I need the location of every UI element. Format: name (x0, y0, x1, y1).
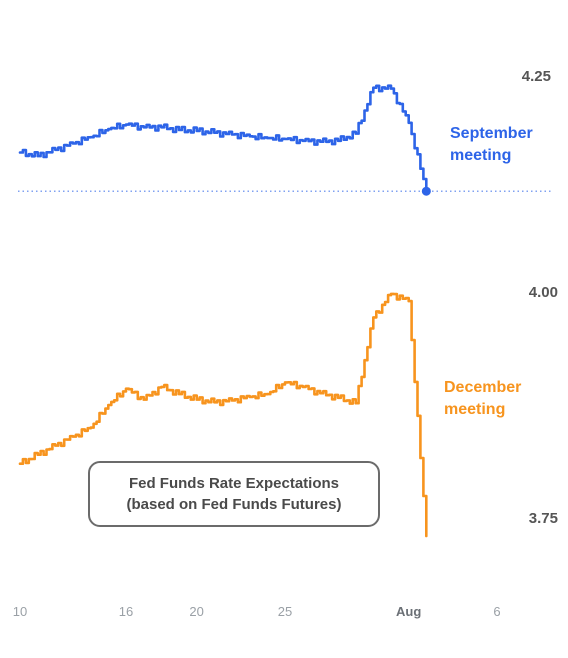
december-meeting-line (18, 292, 428, 538)
september-series-label: September (450, 125, 533, 142)
y-tick-label: 4.25 (522, 68, 551, 85)
chart-labels: 4.25 September meeting 4.00 3.75 December meet… (13, 68, 558, 619)
chart-title-box: Fed Funds Rate Expectations (based on Fe… (88, 461, 380, 527)
x-tick-label: 6 (493, 604, 500, 619)
x-tick-label: 10 (13, 604, 27, 619)
x-tick-label: 20 (189, 604, 203, 619)
chart-subtitle: (based on Fed Funds Futures) (126, 496, 342, 513)
y-tick-label: 4.00 (529, 284, 558, 301)
september-meeting-line (18, 84, 428, 193)
y-tick-label: 3.75 (529, 510, 558, 527)
series-lines (18, 84, 431, 538)
september-series-label: meeting (450, 147, 511, 164)
x-tick-label: 25 (278, 604, 292, 619)
chart-title: Fed Funds Rate Expectations (128, 475, 340, 492)
december-series-label: December (444, 379, 521, 396)
september-end-point (421, 186, 431, 196)
x-tick-label: Aug (396, 604, 421, 619)
x-tick-label: 16 (119, 604, 133, 619)
december-series-label: meeting (444, 401, 505, 418)
